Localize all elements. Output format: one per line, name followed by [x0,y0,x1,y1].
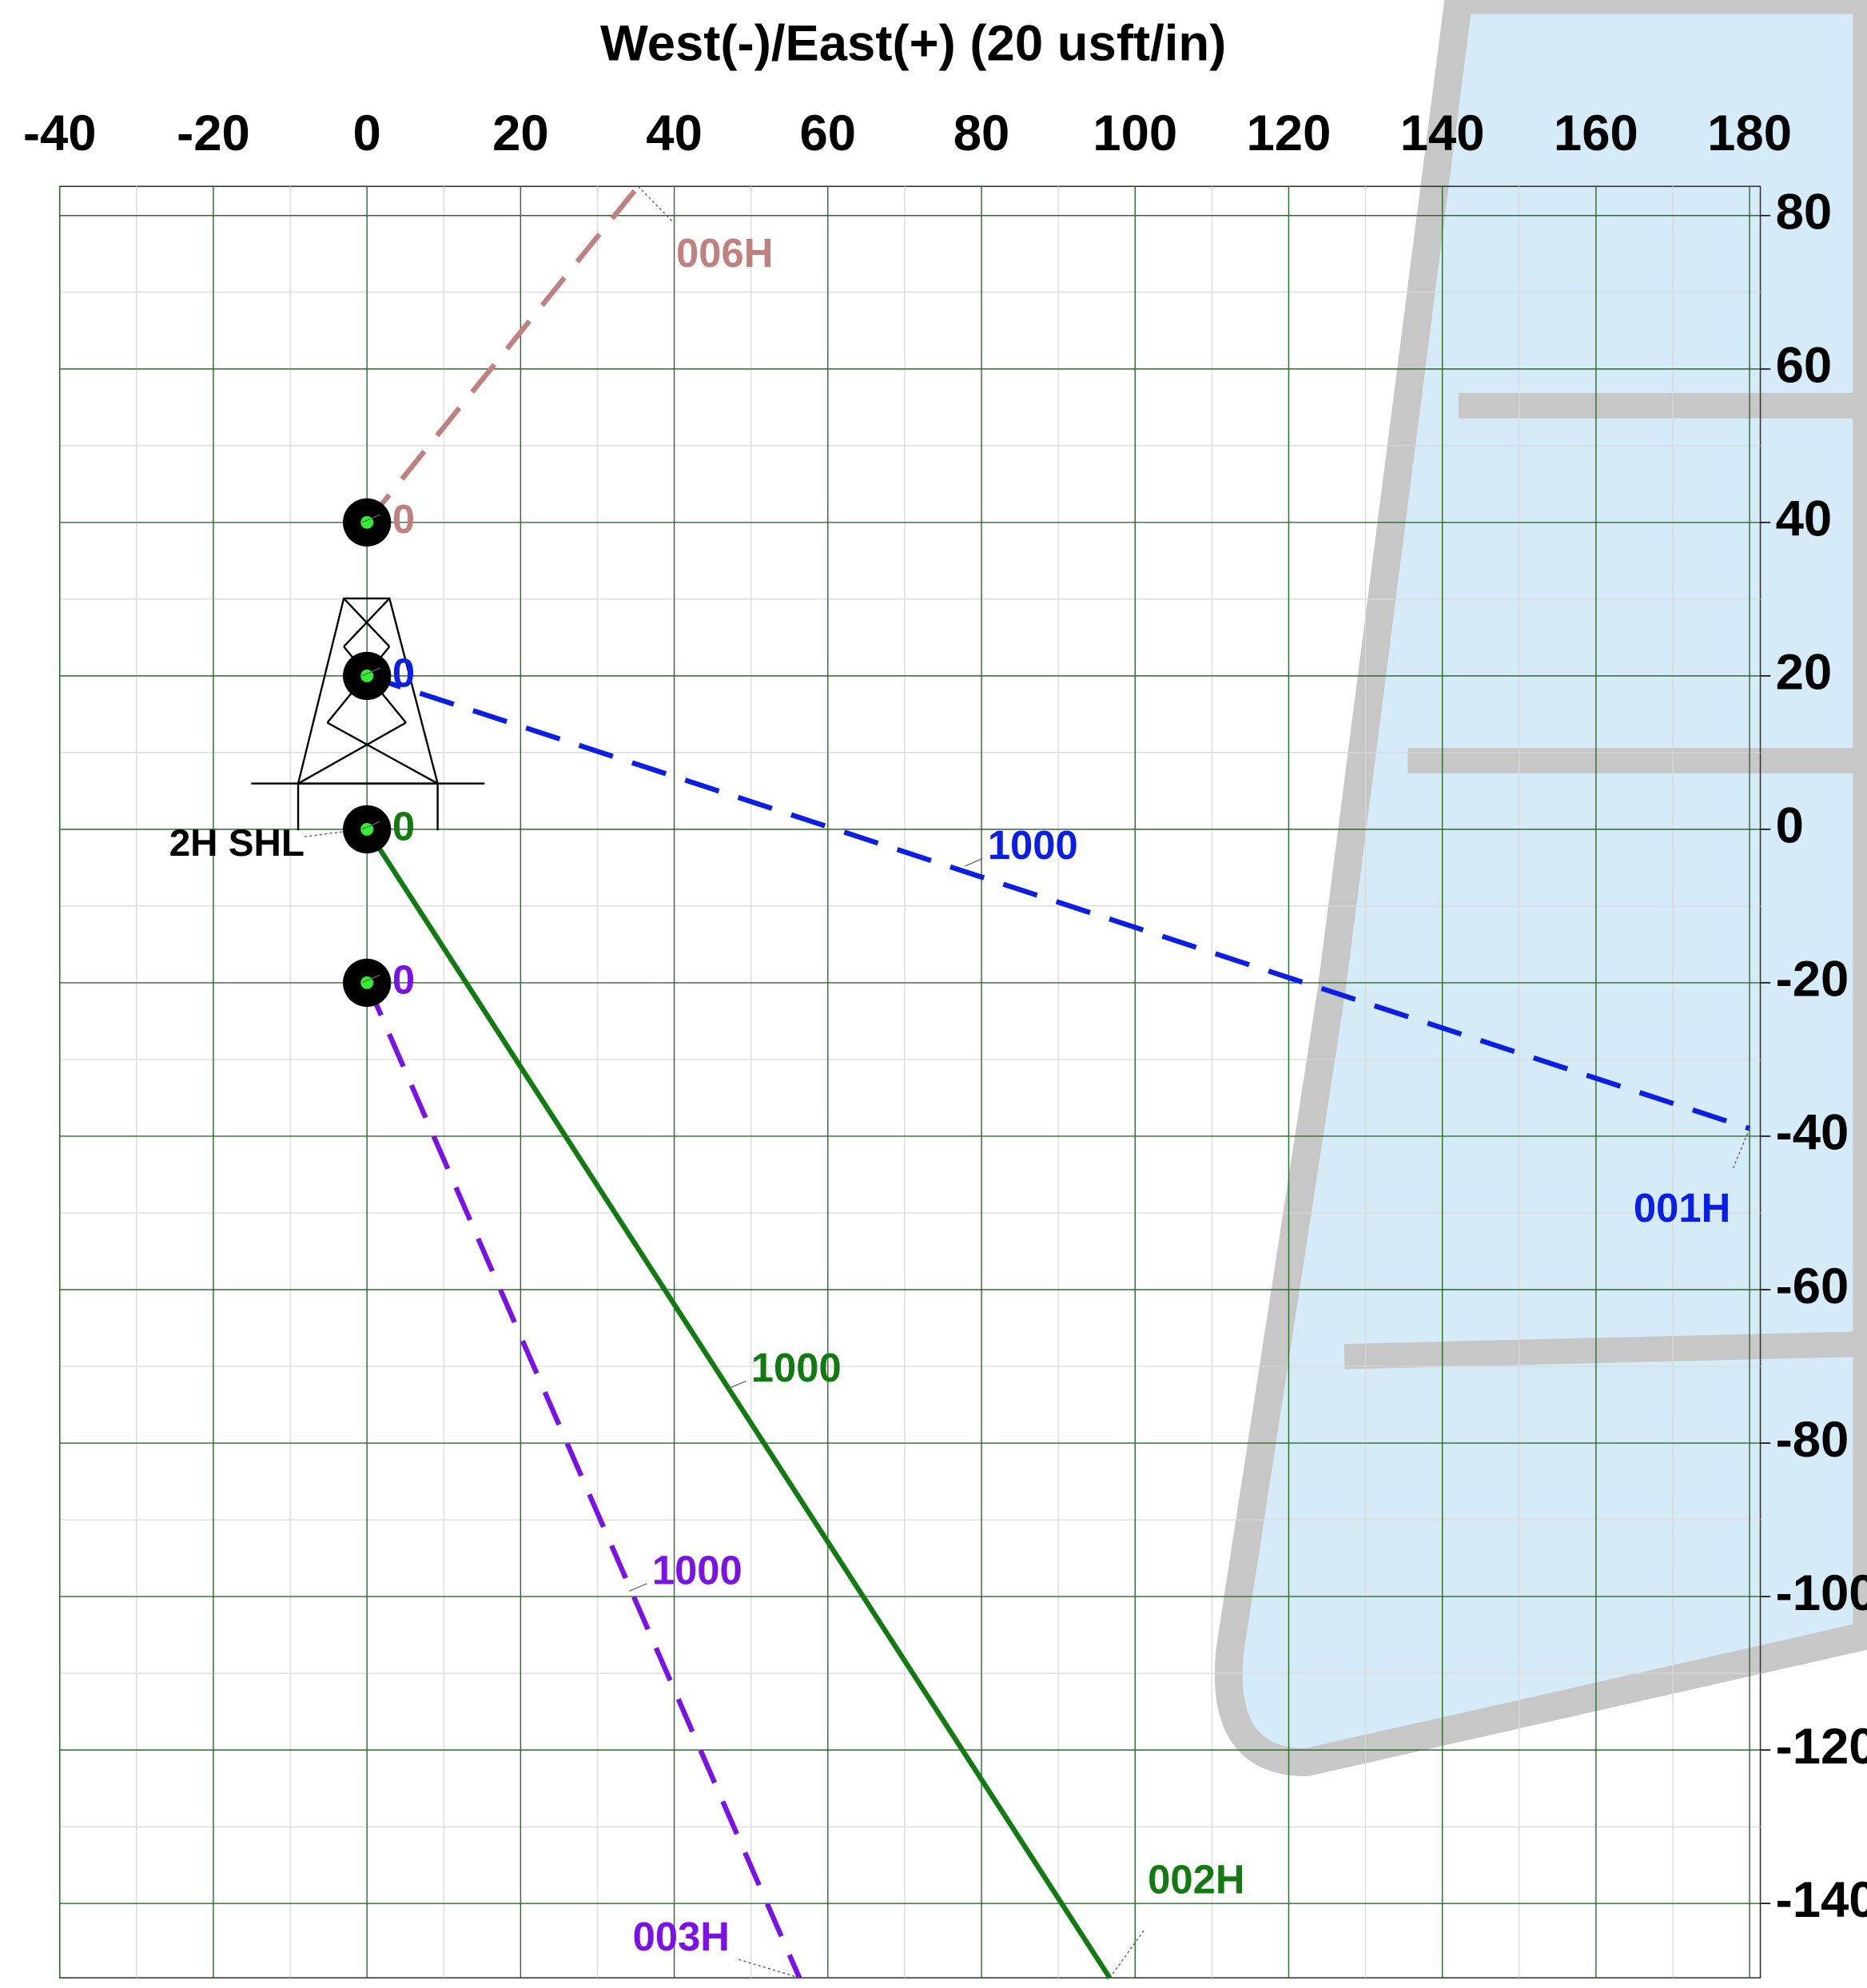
md-label: 1000 [652,1548,742,1593]
md-tick [361,667,380,677]
well-path [364,185,640,524]
background-photo [1214,0,1867,1777]
well-path [366,673,1751,1131]
md-label: 0 [392,956,415,1002]
md-tick [361,821,380,830]
y-tick-label: -120 [1776,1719,1867,1775]
y-tick-label: 40 [1776,491,1833,547]
x-tick-label: 100 [1093,105,1177,161]
well-path [364,981,802,1979]
shl-label: 2H SHL [169,822,305,865]
y-tick-label: -40 [1776,1105,1849,1161]
x-tick-label: -20 [177,105,250,161]
x-tick-label: 40 [646,105,703,161]
well-path [364,828,1113,1980]
md-tick [965,857,983,867]
well-name: 003H [633,1914,730,1959]
y-tick-label: 20 [1776,645,1833,701]
md-tick [361,514,380,523]
x-tick-label: 180 [1707,105,1792,161]
md-tick [629,1583,647,1592]
y-tick-label: 0 [1776,798,1804,854]
md-tick [728,1380,746,1390]
x-tick-label: 120 [1247,105,1332,161]
x-tick-label: -40 [23,105,97,161]
x-tick-label: 60 [800,105,857,161]
rig-icon [251,597,485,831]
name-leader [637,185,673,222]
y-tick-label: -60 [1776,1258,1849,1314]
well-name: 006H [676,230,773,276]
md-label: 0 [392,496,415,542]
x-tick-label: 80 [953,105,1010,161]
grid [58,185,1762,1979]
md-label: 1000 [751,1345,842,1390]
name-leader [1109,1930,1144,1978]
y-tick-label: 80 [1776,185,1833,241]
well-name: 001H [1634,1185,1730,1231]
md-label: 0 [392,803,415,849]
y-tick-label: -100 [1776,1565,1867,1621]
y-tick-label: 60 [1776,338,1833,394]
x-tick-label: 20 [492,105,549,161]
chart-title: West(-)/East(+) (20 usft/in) [600,15,1226,71]
name-leader [736,1958,800,1978]
y-tick-label: -80 [1776,1412,1849,1468]
well-name: 002H [1148,1857,1244,1903]
md-tick [361,974,380,984]
y-tick-label: -140 [1776,1872,1867,1928]
x-tick-label: 140 [1400,105,1485,161]
x-tick-label: 160 [1554,105,1638,161]
x-tick-label: 0 [353,105,381,161]
md-label: 0 [392,650,415,695]
md-label: 1000 [988,822,1078,868]
y-tick-label: -20 [1776,952,1849,1008]
name-leader [1732,1128,1750,1171]
